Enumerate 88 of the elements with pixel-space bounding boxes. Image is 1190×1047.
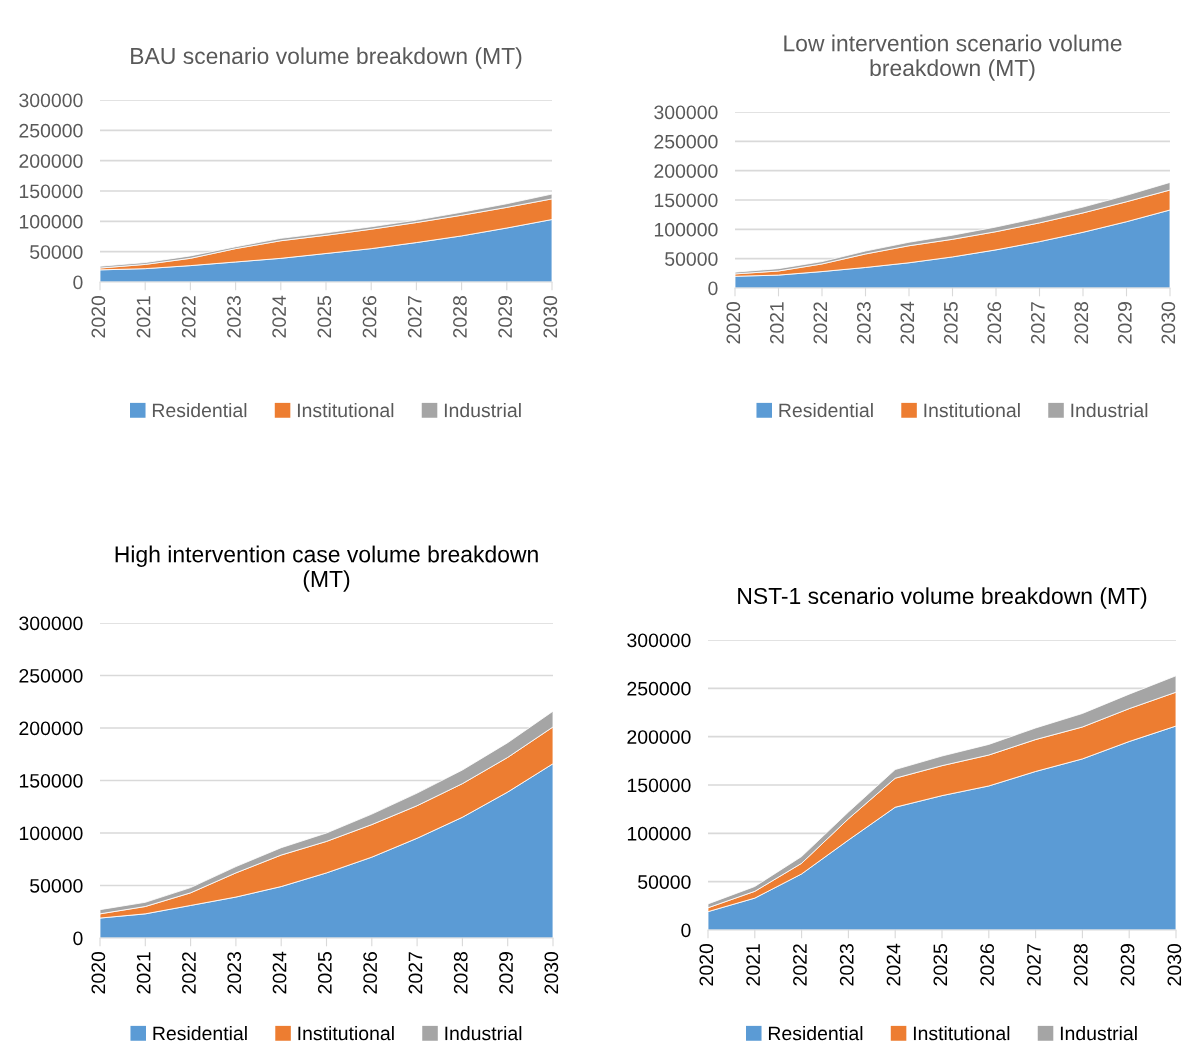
legend-label: Residential xyxy=(768,1025,863,1041)
x-tick-label: 2022 xyxy=(182,952,196,994)
y-tick-label: 300000 xyxy=(627,633,691,648)
x-tick-label: 2021 xyxy=(136,952,151,994)
x-tick-label: 2022 xyxy=(813,302,828,344)
y-tick-label: 0 xyxy=(73,931,83,946)
x-tick-label: 2026 xyxy=(363,952,378,994)
y-tick-label: 50000 xyxy=(30,878,83,893)
x-tick-label: 2026 xyxy=(362,296,377,338)
x-tick-label: 2029 xyxy=(498,296,513,338)
chart-title: NST-1 scenario volume breakdown (MT) xyxy=(738,587,1147,609)
y-tick-label: 300000 xyxy=(19,616,83,631)
y-tick-label: 200000 xyxy=(19,721,83,736)
x-tick-label: 2021 xyxy=(136,296,151,338)
x-tick-label: 2027 xyxy=(408,952,423,994)
legend-label: Industrial xyxy=(1060,1025,1137,1041)
x-tick-label: 2022 xyxy=(793,944,807,986)
x-tick-label: 2025 xyxy=(943,302,958,344)
x-tick-label: 2028 xyxy=(1073,944,1088,986)
x-tick-label: 2029 xyxy=(1120,944,1135,986)
chart-title: BAU scenario volume breakdown (MT) xyxy=(131,47,522,69)
y-tick-label: 50000 xyxy=(665,252,718,266)
y-tick-label: 250000 xyxy=(19,123,83,138)
x-tick-label: 2020 xyxy=(91,295,106,338)
y-tick-label: 100000 xyxy=(19,826,83,841)
x-tick-label: 2021 xyxy=(769,302,784,344)
legend-label: Residential xyxy=(153,1025,247,1041)
y-tick-label: 0 xyxy=(681,923,691,938)
x-tick-label: 2020 xyxy=(699,943,714,986)
x-tick-label: 2025 xyxy=(317,952,332,994)
x-tick-label: 2029 xyxy=(1117,302,1132,344)
legend-label: Institutional xyxy=(924,402,1020,418)
x-tick-label: 2020 xyxy=(91,951,106,994)
y-tick-label: 0 xyxy=(708,281,718,296)
y-tick-label: 100000 xyxy=(654,222,718,237)
legend-label: Residential xyxy=(779,402,873,418)
y-tick-label: 200000 xyxy=(627,730,691,744)
x-tick-label: 2030 xyxy=(1167,943,1182,986)
x-tick-label: 2024 xyxy=(272,295,287,338)
x-tick-label: 2027 xyxy=(1030,302,1045,344)
legend-label: Industrial xyxy=(445,1025,522,1041)
x-tick-label: 2024 xyxy=(886,943,901,986)
y-tick-label: 250000 xyxy=(19,668,83,683)
x-tick-label: 2027 xyxy=(407,296,422,338)
x-tick-label: 2023 xyxy=(227,952,242,994)
legend-label: Institutional xyxy=(298,1025,394,1041)
x-tick-label: 2022 xyxy=(181,296,196,338)
y-tick-label: 150000 xyxy=(654,193,718,208)
x-tick-label: 2023 xyxy=(856,302,871,344)
y-tick-label: 200000 xyxy=(19,154,83,168)
y-tick-label: 300000 xyxy=(654,105,718,120)
x-tick-label: 2028 xyxy=(453,952,468,994)
y-tick-label: 200000 xyxy=(654,164,718,178)
y-tick-label: 100000 xyxy=(627,826,691,841)
y-tick-label: 150000 xyxy=(627,778,691,793)
y-tick-label: 250000 xyxy=(654,134,718,149)
legend-label: Residential xyxy=(152,402,247,418)
x-tick-label: 2023 xyxy=(227,296,241,338)
x-tick-label: 2020 xyxy=(726,301,741,344)
x-tick-label: 2028 xyxy=(1074,302,1089,344)
x-tick-label: 2025 xyxy=(933,944,948,986)
y-tick-label: 250000 xyxy=(627,681,691,696)
y-tick-label: 0 xyxy=(73,275,83,290)
y-tick-label: 150000 xyxy=(19,773,83,788)
x-tick-label: 2028 xyxy=(453,296,467,338)
x-tick-label: 2023 xyxy=(839,944,854,986)
x-tick-label: 2024 xyxy=(272,951,287,994)
chart-title: High intervention case volume breakdown (MT) xyxy=(115,545,538,592)
x-tick-label: 2021 xyxy=(746,944,761,986)
x-tick-label: 2026 xyxy=(987,302,1002,344)
y-tick-label: 300000 xyxy=(19,93,83,108)
y-tick-label: 50000 xyxy=(30,245,83,259)
legend-label: Industrial xyxy=(444,402,521,418)
chart-title: Low intervention scenario volume breakdown (MT) xyxy=(784,34,1122,81)
legend-label: Institutional xyxy=(297,402,394,418)
x-tick-label: 2029 xyxy=(499,952,513,994)
y-tick-label: 150000 xyxy=(19,184,83,199)
x-tick-label: 2030 xyxy=(1161,301,1176,344)
x-tick-label: 2026 xyxy=(980,944,995,986)
x-tick-label: 2027 xyxy=(1027,944,1041,986)
legend-label: Industrial xyxy=(1071,402,1148,418)
x-tick-label: 2024 xyxy=(900,301,915,344)
legend-label: Institutional xyxy=(913,1025,1010,1041)
y-tick-label: 50000 xyxy=(638,875,691,889)
x-tick-label: 2030 xyxy=(544,951,559,994)
x-tick-label: 2030 xyxy=(543,295,558,338)
x-tick-label: 2025 xyxy=(317,296,332,338)
y-tick-label: 100000 xyxy=(19,214,83,229)
